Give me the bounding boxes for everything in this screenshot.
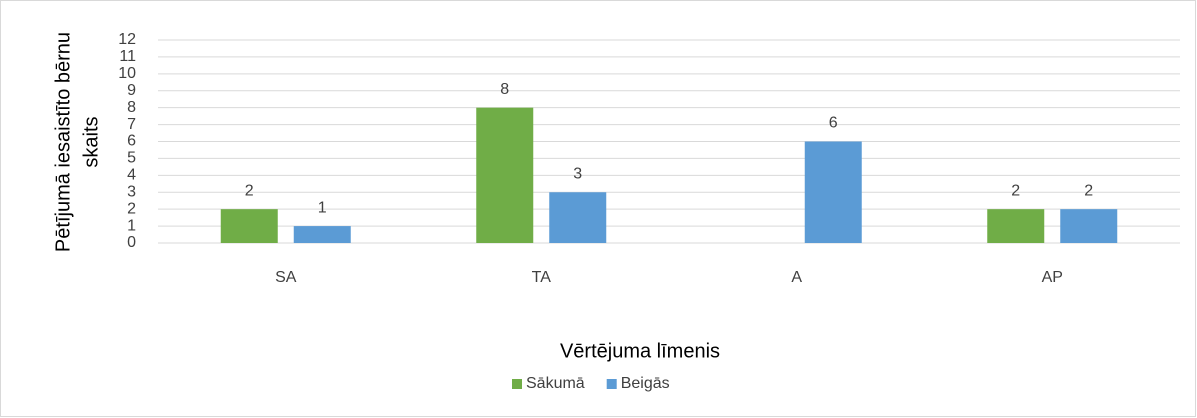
- bar: [987, 209, 1045, 243]
- data-label: 6: [829, 115, 838, 132]
- y-tick-label: 2: [127, 200, 136, 217]
- bar: [549, 192, 607, 243]
- x-axis-title: Vērtējuma līmenis: [560, 340, 720, 362]
- x-tick-label: AP: [1042, 269, 1063, 286]
- data-label: 2: [1084, 182, 1093, 199]
- x-tick-label: SA: [275, 269, 297, 286]
- data-label: 8: [500, 81, 509, 98]
- y-axis-title: Pētījumā iesaistīto bērnu skaits: [52, 32, 102, 252]
- data-label: 3: [573, 165, 582, 182]
- y-tick-label: 4: [127, 167, 136, 184]
- bar: [1060, 209, 1118, 243]
- legend-label: Beigās: [621, 375, 670, 392]
- bar: [220, 209, 278, 243]
- data-label: 1: [318, 199, 327, 216]
- y-tick-label: 7: [127, 116, 136, 133]
- y-axis-title-line: skaits: [80, 116, 102, 167]
- y-tick-label: 9: [127, 82, 136, 99]
- y-tick-label: 5: [127, 150, 136, 167]
- y-tick-label: 0: [127, 234, 136, 251]
- legend-swatch: [512, 379, 522, 389]
- data-label: 2: [245, 182, 254, 199]
- y-tick-label: 12: [118, 31, 136, 48]
- bar: [476, 107, 534, 244]
- y-axis-title-line: Pētījumā iesaistīto bērnu: [52, 32, 74, 252]
- bar: [804, 141, 862, 243]
- x-tick-label: TA: [532, 269, 552, 286]
- y-tick-label: 10: [118, 65, 136, 82]
- y-tick-label: 8: [127, 99, 136, 116]
- y-tick-label: 6: [127, 133, 136, 150]
- bar: [293, 226, 351, 243]
- x-tick-label: A: [791, 269, 802, 286]
- y-tick-label: 11: [119, 48, 136, 65]
- legend-swatch: [606, 379, 617, 389]
- data-label: 2: [1011, 182, 1020, 199]
- legend-label: Sākumā: [526, 375, 585, 392]
- y-tick-label: 3: [127, 183, 136, 200]
- y-tick-label: 1: [127, 217, 136, 234]
